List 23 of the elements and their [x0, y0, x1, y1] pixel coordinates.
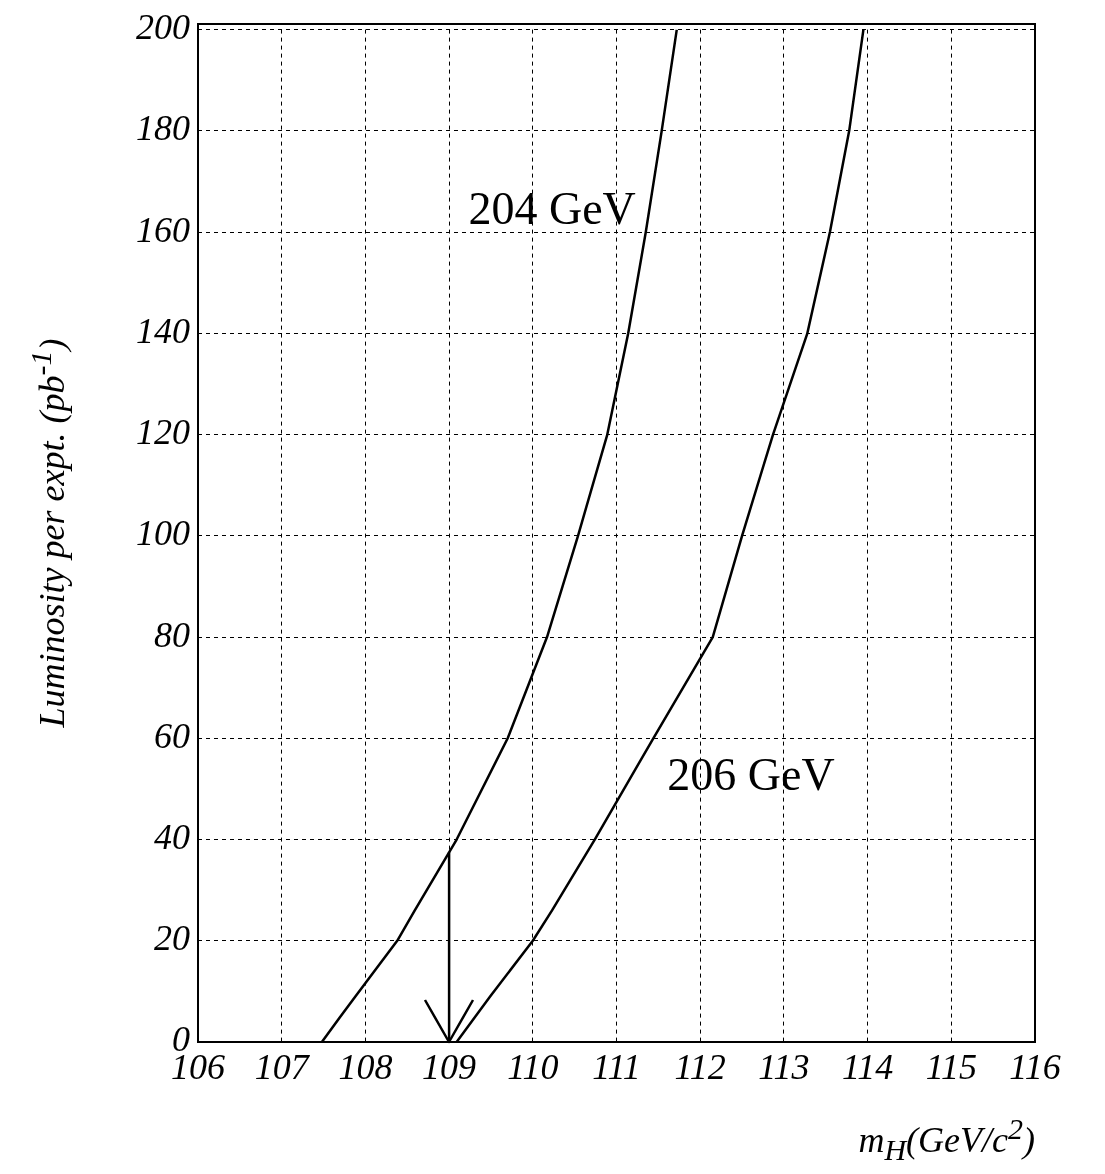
x-tick-label: 114	[841, 1047, 894, 1088]
y-tick-label: 20	[154, 918, 190, 959]
y-tick-label: 140	[136, 310, 190, 351]
x-tick-label: 115	[925, 1047, 977, 1088]
x-tick-label: 108	[338, 1047, 393, 1088]
y-tick-label: 160	[136, 209, 190, 250]
x-tick-label: 113	[758, 1047, 810, 1088]
x-tick-label: 111	[592, 1047, 641, 1088]
series-label: 206 GeV	[667, 749, 835, 801]
y-tick-label: 80	[154, 614, 190, 655]
x-tick-label: 109	[422, 1047, 477, 1088]
y-tick-label: 180	[136, 108, 190, 149]
y-tick-label: 120	[136, 412, 190, 453]
x-tick-label: 110	[507, 1047, 559, 1088]
y-tick-label: 200	[136, 7, 190, 48]
y-tick-label: 100	[136, 513, 190, 554]
y-tick-label: 60	[154, 715, 190, 756]
x-tick-label: 116	[1009, 1047, 1061, 1088]
x-tick-label: 107	[254, 1047, 311, 1088]
y-tick-label: 40	[154, 816, 190, 857]
series-label: 204 GeV	[468, 183, 636, 235]
x-axis-title: m$_{H}$(GeV/c$^{2}$)	[858, 1112, 1035, 1168]
x-tick-label: 112	[674, 1047, 726, 1088]
